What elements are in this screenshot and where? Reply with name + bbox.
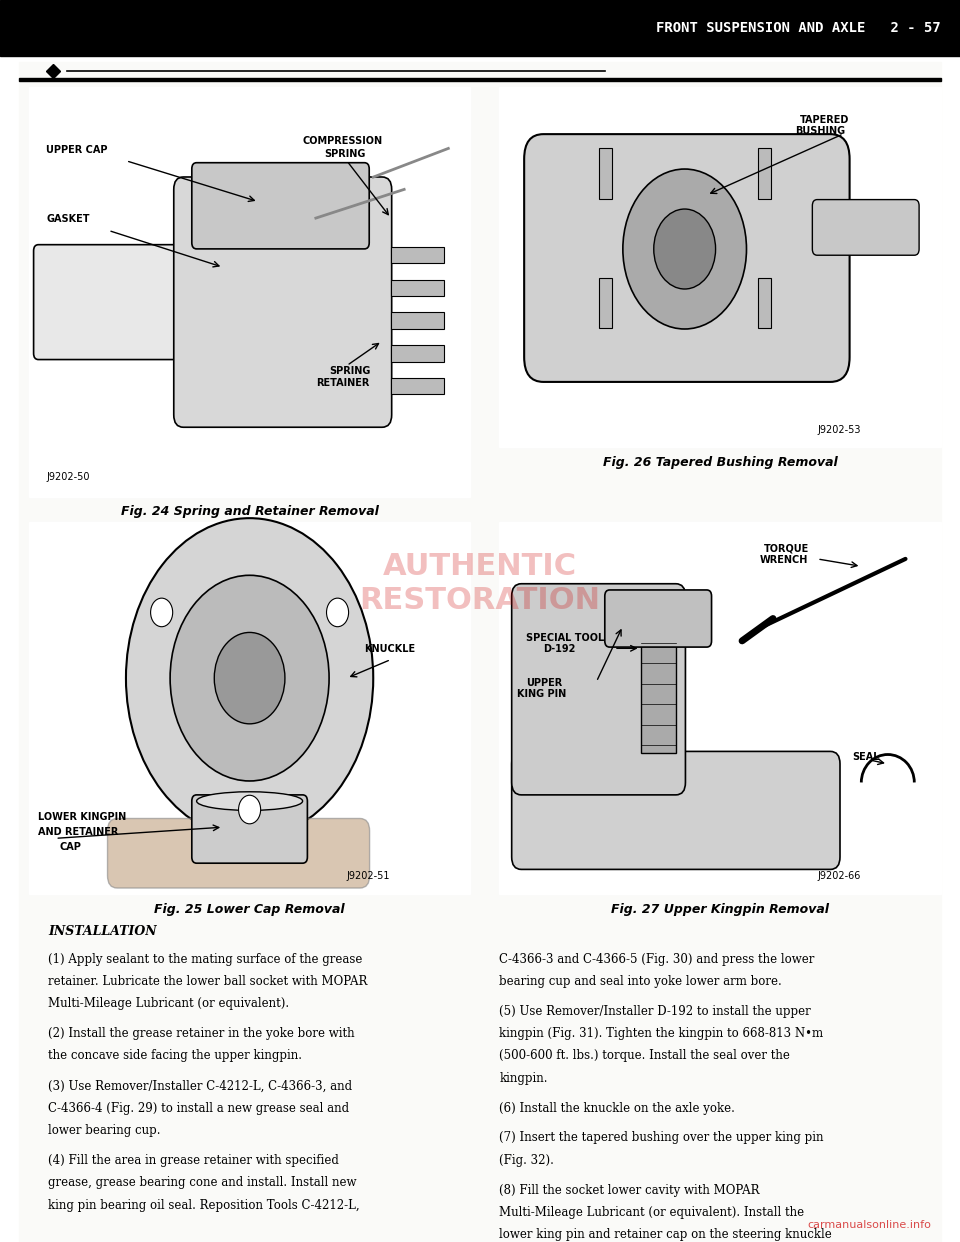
Circle shape: [654, 209, 715, 289]
Circle shape: [239, 795, 261, 823]
Text: BUSHING: BUSHING: [795, 125, 845, 135]
Circle shape: [623, 169, 747, 329]
Bar: [29, 522, 470, 894]
Text: RETAINER: RETAINER: [316, 378, 370, 389]
Text: INSTALLATION: INSTALLATION: [48, 925, 156, 938]
Text: (1) Apply sealant to the mating surface of the grease: (1) Apply sealant to the mating surface …: [48, 953, 362, 965]
Text: KNUCKLE: KNUCKLE: [365, 645, 416, 655]
FancyBboxPatch shape: [192, 163, 370, 248]
Text: (8) Fill the socket lower cavity with MOPAR: (8) Fill the socket lower cavity with MO…: [499, 1184, 759, 1196]
Bar: [599, 278, 612, 328]
Text: king pin bearing oil seal. Reposition Tools C-4212-L,: king pin bearing oil seal. Reposition To…: [48, 1199, 360, 1211]
Text: C-4366-4 (Fig. 29) to install a new grease seal and: C-4366-4 (Fig. 29) to install a new grea…: [48, 1102, 349, 1114]
Bar: [391, 247, 444, 263]
Bar: [499, 522, 941, 894]
Bar: [499, 87, 941, 447]
Text: Multi-Mileage Lubricant (or equivalent). Install the: Multi-Mileage Lubricant (or equivalent).…: [499, 1206, 804, 1218]
Text: SEAL: SEAL: [852, 753, 880, 763]
Text: the concave side facing the upper kingpin.: the concave side facing the upper kingpi…: [48, 1049, 302, 1062]
Text: kingpin.: kingpin.: [499, 1072, 548, 1084]
Text: J9202-66: J9202-66: [817, 872, 860, 882]
Text: Multi-Mileage Lubricant (or equivalent).: Multi-Mileage Lubricant (or equivalent).: [48, 997, 289, 1010]
FancyBboxPatch shape: [512, 751, 840, 869]
Bar: [757, 148, 771, 199]
Text: AUTHENTIC
RESTORATION: AUTHENTIC RESTORATION: [359, 553, 601, 615]
Text: (Fig. 32).: (Fig. 32).: [499, 1154, 554, 1166]
Text: (5) Use Remover/Installer D-192 to install the upper: (5) Use Remover/Installer D-192 to insta…: [499, 1005, 811, 1017]
Text: COMPRESSION: COMPRESSION: [302, 137, 383, 147]
Text: SPECIAL TOOL: SPECIAL TOOL: [526, 633, 604, 643]
Text: WRENCH: WRENCH: [759, 555, 808, 565]
Text: Fig. 27 Upper Kingpin Removal: Fig. 27 Upper Kingpin Removal: [611, 903, 829, 915]
Bar: [19, 78, 941, 81]
Text: KING PIN: KING PIN: [516, 689, 566, 699]
Text: J9202-51: J9202-51: [347, 872, 391, 882]
Text: J9202-50: J9202-50: [46, 472, 90, 482]
Text: retainer. Lubricate the lower ball socket with MOPAR: retainer. Lubricate the lower ball socke…: [48, 975, 368, 987]
Text: Fig. 25 Lower Cap Removal: Fig. 25 Lower Cap Removal: [155, 903, 345, 915]
Bar: [0, 0, 960, 56]
Text: Fig. 26 Tapered Bushing Removal: Fig. 26 Tapered Bushing Removal: [603, 456, 837, 468]
Text: grease, grease bearing cone and install. Install new: grease, grease bearing cone and install.…: [48, 1176, 356, 1189]
Circle shape: [214, 632, 285, 724]
Bar: [391, 279, 444, 296]
Text: UPPER: UPPER: [526, 678, 562, 688]
Text: SPRING: SPRING: [329, 366, 371, 376]
Circle shape: [126, 518, 373, 838]
Text: carmanualsonline.info: carmanualsonline.info: [807, 1220, 931, 1230]
Text: (4) Fill the area in grease retainer with specified: (4) Fill the area in grease retainer wit…: [48, 1154, 339, 1166]
Text: lower bearing cup.: lower bearing cup.: [48, 1124, 160, 1136]
Text: C-4366-3 and C-4366-5 (Fig. 30) and press the lower: C-4366-3 and C-4366-5 (Fig. 30) and pres…: [499, 953, 815, 965]
Text: CAP: CAP: [60, 842, 82, 852]
Circle shape: [326, 599, 348, 627]
Text: lower king pin and retainer cap on the steering knuckle: lower king pin and retainer cap on the s…: [499, 1228, 832, 1241]
Text: TORQUE: TORQUE: [764, 544, 809, 554]
Text: (3) Use Remover/Installer C-4212-L, C-4366-3, and: (3) Use Remover/Installer C-4212-L, C-43…: [48, 1079, 352, 1092]
Text: (6) Install the knuckle on the axle yoke.: (6) Install the knuckle on the axle yoke…: [499, 1102, 735, 1114]
Bar: [599, 148, 612, 199]
Bar: [391, 378, 444, 395]
Bar: [757, 278, 771, 328]
Text: D-192: D-192: [543, 645, 576, 655]
Text: (7) Insert the tapered bushing over the upper king pin: (7) Insert the tapered bushing over the …: [499, 1131, 824, 1144]
Text: J9202-53: J9202-53: [817, 425, 861, 435]
Bar: [391, 345, 444, 361]
Text: Fig. 24 Spring and Retainer Removal: Fig. 24 Spring and Retainer Removal: [121, 505, 378, 518]
Text: FRONT SUSPENSION AND AXLE   2 - 57: FRONT SUSPENSION AND AXLE 2 - 57: [656, 21, 941, 35]
Ellipse shape: [197, 792, 302, 810]
Bar: [391, 313, 444, 329]
FancyBboxPatch shape: [192, 795, 307, 863]
Text: kingpin (Fig. 31). Tighten the kingpin to 668-813 N•m: kingpin (Fig. 31). Tighten the kingpin t…: [499, 1027, 824, 1040]
Text: UPPER CAP: UPPER CAP: [46, 144, 108, 154]
Text: SPRING: SPRING: [324, 149, 366, 159]
Text: LOWER KINGPIN: LOWER KINGPIN: [37, 812, 126, 822]
Text: bearing cup and seal into yoke lower arm bore.: bearing cup and seal into yoke lower arm…: [499, 975, 782, 987]
Text: (2) Install the grease retainer in the yoke bore with: (2) Install the grease retainer in the y…: [48, 1027, 354, 1040]
FancyBboxPatch shape: [174, 178, 392, 427]
FancyBboxPatch shape: [34, 245, 286, 360]
Bar: [640, 622, 676, 753]
Text: GASKET: GASKET: [46, 214, 90, 225]
Text: TAPERED: TAPERED: [800, 116, 849, 125]
Text: (500-600 ft. lbs.) torque. Install the seal over the: (500-600 ft. lbs.) torque. Install the s…: [499, 1049, 790, 1062]
FancyBboxPatch shape: [812, 200, 919, 255]
FancyBboxPatch shape: [524, 134, 850, 383]
FancyBboxPatch shape: [108, 818, 370, 888]
FancyBboxPatch shape: [605, 590, 711, 647]
Text: AND RETAINER: AND RETAINER: [37, 827, 118, 837]
Circle shape: [151, 599, 173, 627]
Circle shape: [170, 575, 329, 781]
FancyBboxPatch shape: [512, 584, 685, 795]
Bar: [29, 87, 470, 497]
